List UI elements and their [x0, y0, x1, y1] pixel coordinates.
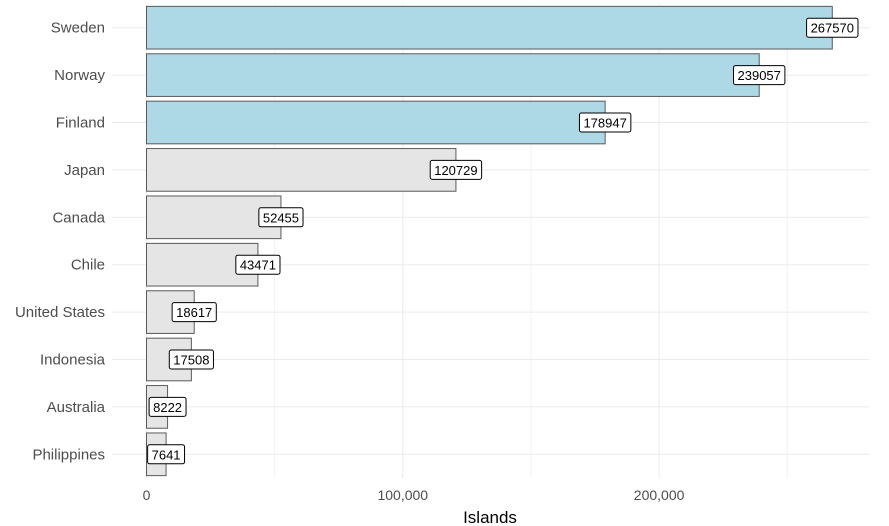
- data-label-text: 52455: [263, 210, 299, 225]
- data-label: 18617: [171, 302, 217, 323]
- y-tick-label: Finland: [56, 115, 105, 132]
- data-label-box: [148, 396, 187, 417]
- data-label-text: 43471: [240, 258, 276, 273]
- data-label-box: [258, 207, 304, 228]
- y-tick-label: United States: [15, 304, 105, 321]
- data-label-text: 178947: [583, 116, 626, 131]
- data-label-box: [429, 159, 483, 180]
- y-tick-label: Norway: [54, 67, 105, 84]
- data-label: 120729: [429, 159, 483, 180]
- y-tick-label: Sweden: [51, 20, 105, 37]
- x-tick-label: 100,000: [377, 487, 428, 503]
- data-label-box: [733, 65, 786, 86]
- data-label-text: 17508: [173, 353, 209, 368]
- data-label: 7641: [147, 444, 186, 465]
- y-tick-label: Canada: [52, 209, 105, 226]
- data-label-text: 120729: [434, 163, 477, 178]
- data-label-text: 267570: [811, 21, 854, 36]
- bar: [146, 100, 606, 145]
- data-label: 52455: [258, 207, 304, 228]
- data-labels: 267570 239057 178947 120729 52455 43471 18617 1…: [147, 17, 859, 465]
- x-axis-label: Islands: [463, 508, 517, 526]
- data-label-box: [578, 112, 632, 133]
- data-label-text: 18617: [176, 305, 212, 320]
- data-label-box: [171, 302, 217, 323]
- data-label: 239057: [733, 65, 786, 86]
- x-axis-ticks: 0 100,000 200,000: [143, 487, 685, 503]
- y-tick-label: Philippines: [32, 446, 105, 463]
- data-label: 17508: [168, 349, 214, 370]
- data-label: 267570: [806, 17, 859, 38]
- bar: [146, 53, 760, 97]
- y-tick-label: Indonesia: [40, 352, 106, 369]
- y-axis-ticks: Sweden Norway Finland Japan Canada Chile Unite…: [15, 20, 106, 464]
- data-label: 8222: [148, 396, 187, 417]
- x-tick-label: 200,000: [634, 487, 685, 503]
- data-label-text: 7641: [152, 447, 181, 462]
- data-label-box: [147, 444, 186, 465]
- y-tick-label: Japan: [64, 162, 105, 179]
- bars: [146, 5, 833, 477]
- bar: [146, 148, 457, 192]
- data-label: 43471: [235, 254, 281, 275]
- data-label-text: 8222: [153, 400, 182, 415]
- data-label-text: 239057: [738, 68, 781, 83]
- x-tick-label: 0: [143, 487, 151, 503]
- data-label-box: [168, 349, 214, 370]
- data-label-box: [806, 17, 859, 38]
- y-tick-label: Chile: [71, 257, 105, 274]
- bar: [146, 5, 833, 50]
- y-tick-label: Australia: [47, 399, 106, 416]
- data-label: 178947: [578, 112, 632, 133]
- data-label-box: [235, 254, 281, 275]
